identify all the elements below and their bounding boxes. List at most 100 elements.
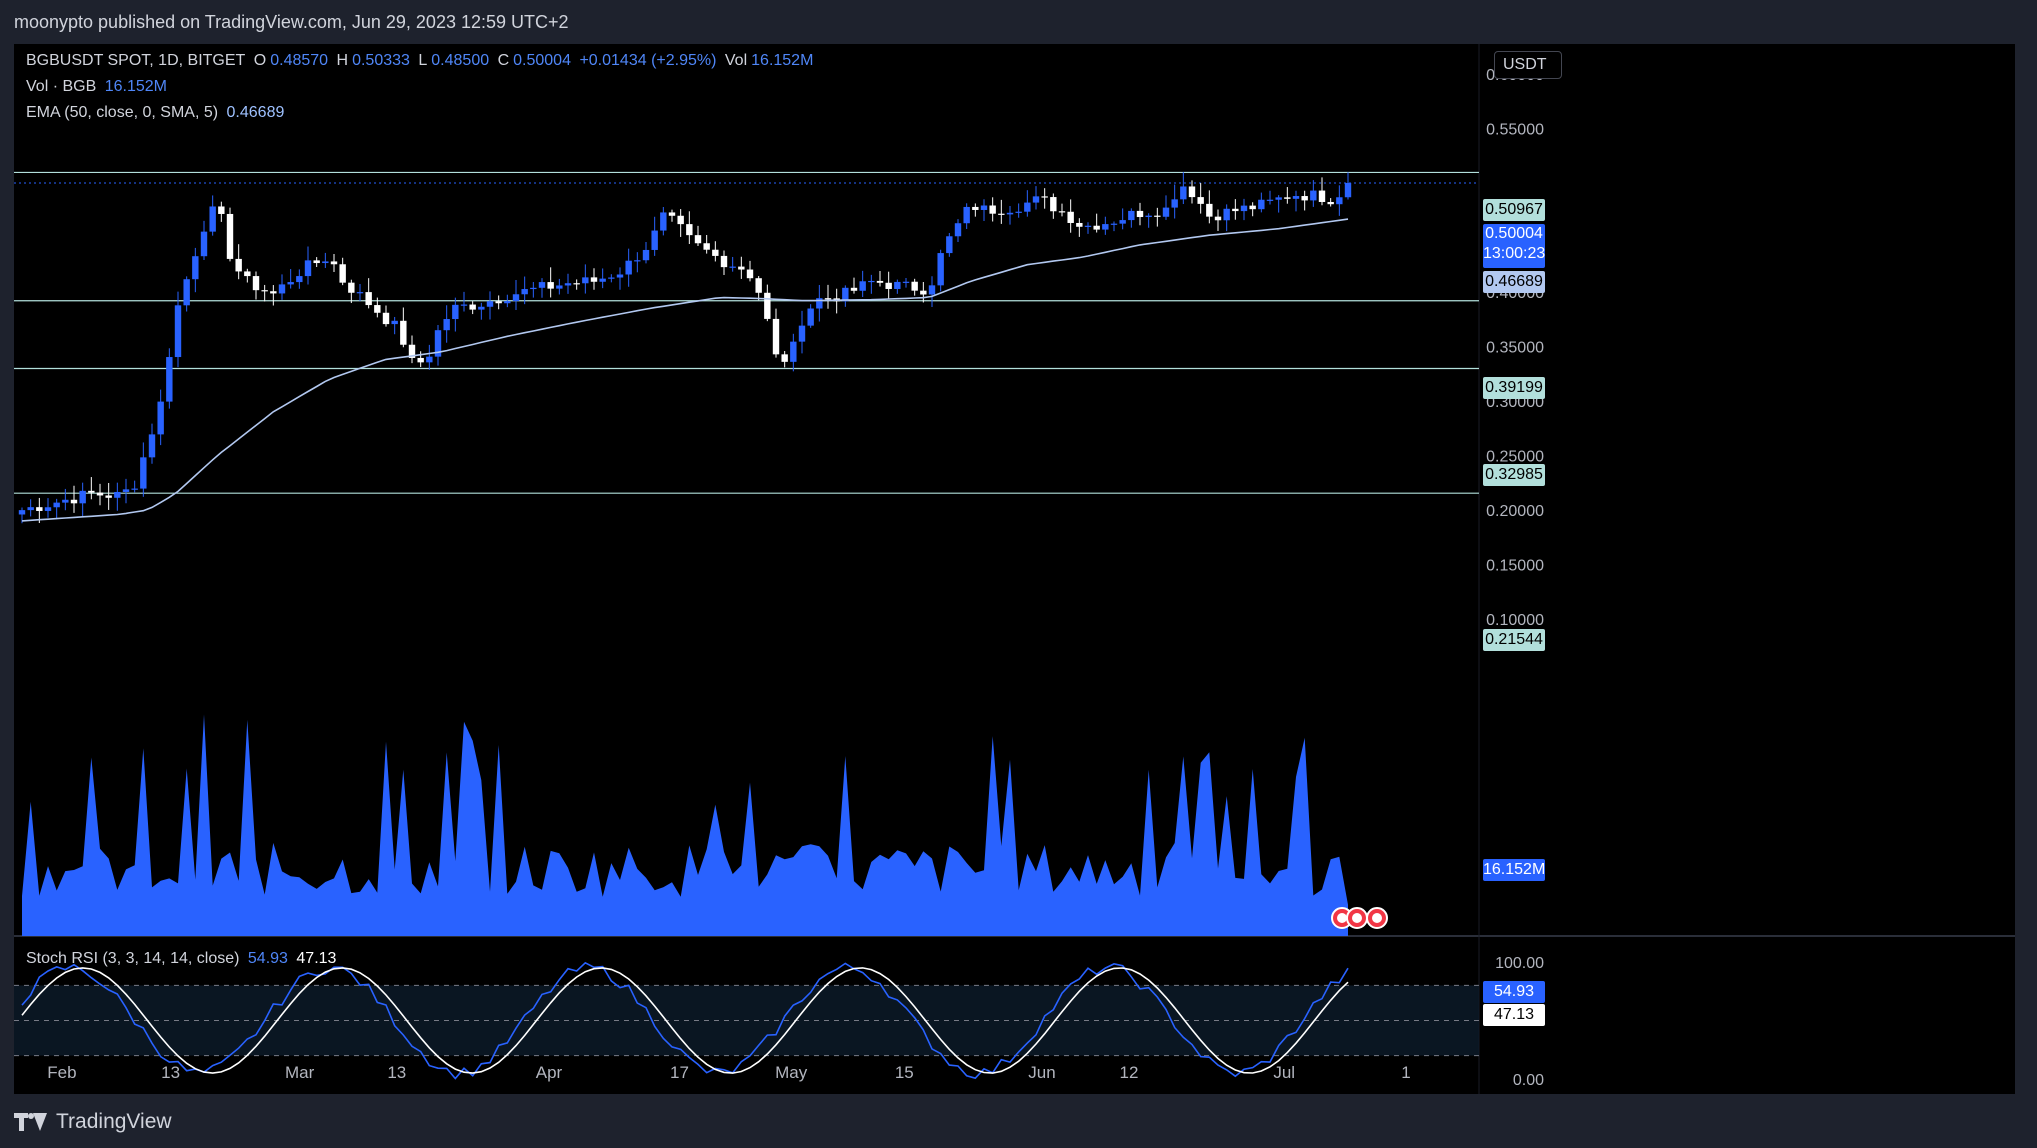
volume-series-value: 16.152M [104,78,167,95]
candle [980,199,988,222]
candle-body [1110,223,1118,225]
candle-body [980,205,988,210]
candle [174,291,182,368]
support-label-2: 0.32985 [1483,464,1545,486]
candle-body [521,289,528,295]
candle [1006,205,1014,225]
candle [1058,203,1066,217]
candle [816,284,823,322]
candle-body [209,206,216,232]
candle-body [391,320,398,325]
time-tick-label: Mar [285,1063,315,1082]
candle-body [850,287,858,291]
candle-body [738,266,745,270]
candle [764,284,771,322]
candle-body [616,274,624,278]
candle-body [963,206,970,224]
candle-body [807,308,814,326]
support-label-3: 0.21544 [1483,629,1545,651]
candle [547,267,554,298]
volume-area [22,714,1348,936]
candle [530,282,537,298]
open-value: 0.48570 [270,52,329,69]
candle [183,276,190,312]
time-tick-label: 17 [670,1063,689,1082]
stoch-d-legend: 47.13 [296,950,337,967]
candle-body [1214,216,1222,221]
stoch-d-price-label: 47.13 [1483,1004,1545,1026]
candle [1327,198,1334,207]
time-tick-label: 13 [387,1063,406,1082]
candle [114,482,121,511]
candle-body [1102,224,1109,230]
candle [1223,204,1230,232]
candle-body [608,277,615,279]
volume-series-label[interactable]: Vol · BGB [26,78,97,95]
chart-canvas[interactable]: 0.600000.550000.450000.400000.350000.300… [14,44,2015,1094]
candle [452,297,459,332]
time-tick-label: Feb [47,1063,76,1082]
price-tick-label: 0.20000 [1486,503,1544,520]
candle [400,307,407,348]
candle-body [105,495,112,498]
candle [244,268,251,283]
candle-body [677,215,684,225]
candle [850,277,858,294]
ema-series-label[interactable]: EMA (50, close, 0, SMA, 5) [26,104,219,121]
candle-body [1058,211,1066,213]
chart-frame[interactable]: 0.600000.550000.450000.400000.350000.300… [14,44,2015,1094]
candle-body [1041,196,1048,198]
candle-body [1128,210,1135,221]
price-tick-label: 0.35000 [1486,340,1544,357]
candle [538,278,546,298]
candle [833,288,840,314]
candle-body [1249,205,1256,210]
candle-body [417,357,424,363]
high-value: 0.50333 [352,52,410,69]
tradingview-brand[interactable]: TradingView [14,1110,172,1134]
candle-body [790,341,797,362]
candle-body [764,292,771,319]
candle [1336,185,1343,216]
candle-body [920,290,927,295]
candle-body [261,290,268,292]
candle-body [148,434,156,458]
candle [322,252,329,268]
candle-body [486,301,494,307]
candle-body [96,492,104,496]
symbol-label[interactable]: BGBUSDT SPOT, 1D, BITGET [26,52,246,69]
candle [1162,195,1170,220]
candle-body [720,255,728,268]
candle [1136,202,1144,226]
candle-body [166,357,173,402]
candle-body [928,285,936,295]
candle-body [1076,222,1083,227]
close-value: 0.50004 [513,52,571,69]
candle-body [408,344,416,358]
candle [460,291,468,312]
candle [1206,190,1213,224]
candle [859,270,866,297]
candle [122,478,130,504]
candle [920,281,927,303]
candle [1284,187,1291,204]
candle [1093,213,1100,233]
candle-body [824,298,832,300]
candle [1214,209,1222,232]
currency-unit-selector[interactable]: USDT [1494,51,1562,79]
stoch-series-label[interactable]: Stoch RSI (3, 3, 14, 14, close) [26,950,240,967]
candle-body [443,319,450,331]
candle-body [1145,215,1152,218]
candle-body [504,301,511,304]
candle [140,442,147,497]
candle-body [1336,197,1343,205]
candle-body [131,488,138,490]
candle-body [374,305,381,313]
candle [798,310,806,354]
brand-label: TradingView [56,1110,172,1133]
candle [573,279,580,290]
candle-body [88,490,95,493]
candle [278,274,286,300]
tradingview-logo-icon [14,1113,48,1131]
candle [1154,207,1161,227]
